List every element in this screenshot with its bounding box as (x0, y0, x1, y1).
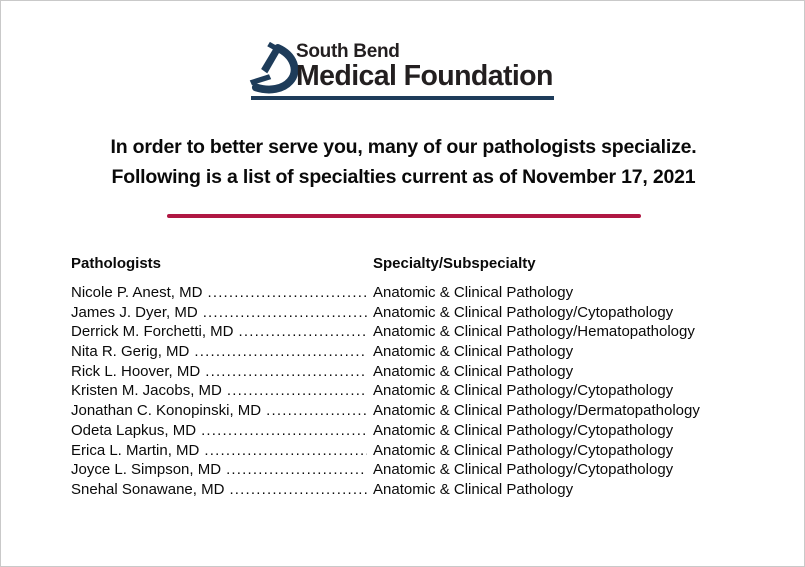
column-header-specialty: Specialty/Subspecialty (373, 255, 536, 272)
pathologist-name: Odeta Lapkus, MD (71, 421, 197, 439)
specialty-text: Anatomic & Clinical Pathology (373, 343, 574, 361)
specialty-text: Anatomic & Clinical Pathology/Cytopathol… (373, 461, 674, 479)
heading-line-2: Following is a list of specialties curre… (111, 166, 696, 188)
pathologist-row: Erica L. Martin, MD.....................… (71, 442, 771, 462)
pathologist-name: Snehal Sonawane, MD (71, 480, 225, 498)
foundation-logo: South Bend Medical Foundation (246, 35, 558, 105)
specialty-text: Anatomic & Clinical Pathology (373, 362, 574, 380)
crimson-divider (167, 214, 641, 218)
pathologist-row: Derrick M. Forchetti, MD................… (71, 323, 771, 343)
pathologist-name: Derrick M. Forchetti, MD (71, 323, 234, 341)
specialty-text: Anatomic & Clinical Pathology (373, 284, 574, 301)
leader-dots: ........................................… (194, 343, 367, 361)
logo-underline (251, 96, 554, 100)
table-header-row: Pathologists Specialty/Subspecialty (71, 255, 736, 272)
microscope-icon (248, 38, 304, 105)
pathologist-name: Rick L. Hoover, MD (71, 362, 201, 380)
specialty-text: Anatomic & Clinical Pathology/Cytopathol… (373, 303, 674, 321)
pathologist-row: Jonathan C. Konopinski, MD..............… (71, 402, 771, 422)
leader-dots: ........................................… (226, 461, 367, 479)
pathologist-name: Erica L. Martin, MD (71, 441, 200, 459)
logo-name-bottom: Medical Foundation (296, 60, 553, 92)
leader-dots: ........................................… (226, 382, 367, 400)
heading-line-1: In order to better serve you, many of ou… (110, 136, 697, 158)
pathologist-name: Kristen M. Jacobs, MD (71, 382, 222, 400)
specialty-text: Anatomic & Clinical Pathology/Cytopathol… (373, 382, 674, 400)
leader-dots: ........................................… (229, 480, 367, 498)
specialty-text: Anatomic & Clinical Pathology/Cytopathol… (373, 421, 674, 439)
leader-dots: ........................................… (266, 402, 367, 420)
specialty-text: Anatomic & Clinical Pathology (373, 480, 574, 498)
pathologist-name: James J. Dyer, MD (71, 303, 198, 321)
pathologist-name: Joyce L. Simpson, MD (71, 461, 222, 479)
leader-dots: ........................................… (204, 441, 367, 459)
specialty-text: Anatomic & Clinical Pathology/Hematopath… (373, 323, 695, 341)
column-header-pathologists: Pathologists (71, 255, 162, 272)
logo-text: South Bend Medical Foundation (296, 42, 553, 91)
leader-dots: ........................................… (202, 303, 367, 321)
page-heading: In order to better serve you, many of ou… (1, 132, 804, 192)
pathologist-name: Nita R. Gerig, MD (71, 343, 190, 361)
pathologist-row: Rick L. Hoover, MD......................… (71, 363, 771, 383)
specialty-text: Anatomic & Clinical Pathology/Cytopathol… (373, 441, 674, 459)
pathologist-row: Kristen M. Jacobs, MD...................… (71, 382, 771, 402)
pathologist-row: Odeta Lapkus, MD........................… (71, 422, 771, 442)
pathologist-name: Jonathan C. Konopinski, MD (71, 402, 262, 420)
logo-name-top: South Bend (296, 41, 400, 62)
pathologist-list: Nicole P. Anest, MD.....................… (71, 284, 771, 501)
pathologist-row: Snehal Sonawane, MD.....................… (71, 481, 771, 501)
pathologist-row: Joyce L. Simpson, MD....................… (71, 461, 771, 481)
leader-dots: ........................................… (201, 421, 367, 439)
leader-dots: ........................................… (205, 362, 367, 380)
pathologist-row: Nicole P. Anest, MD.....................… (71, 284, 771, 304)
pathologist-row: Nita R. Gerig, MD.......................… (71, 343, 771, 363)
leader-dots: ........................................… (207, 284, 367, 301)
pathologist-name: Nicole P. Anest, MD (71, 284, 203, 301)
specialty-text: Anatomic & Clinical Pathology/Dermatopat… (373, 402, 700, 420)
pathologist-row: James J. Dyer, MD.......................… (71, 304, 771, 324)
leader-dots: ........................................… (238, 323, 367, 341)
